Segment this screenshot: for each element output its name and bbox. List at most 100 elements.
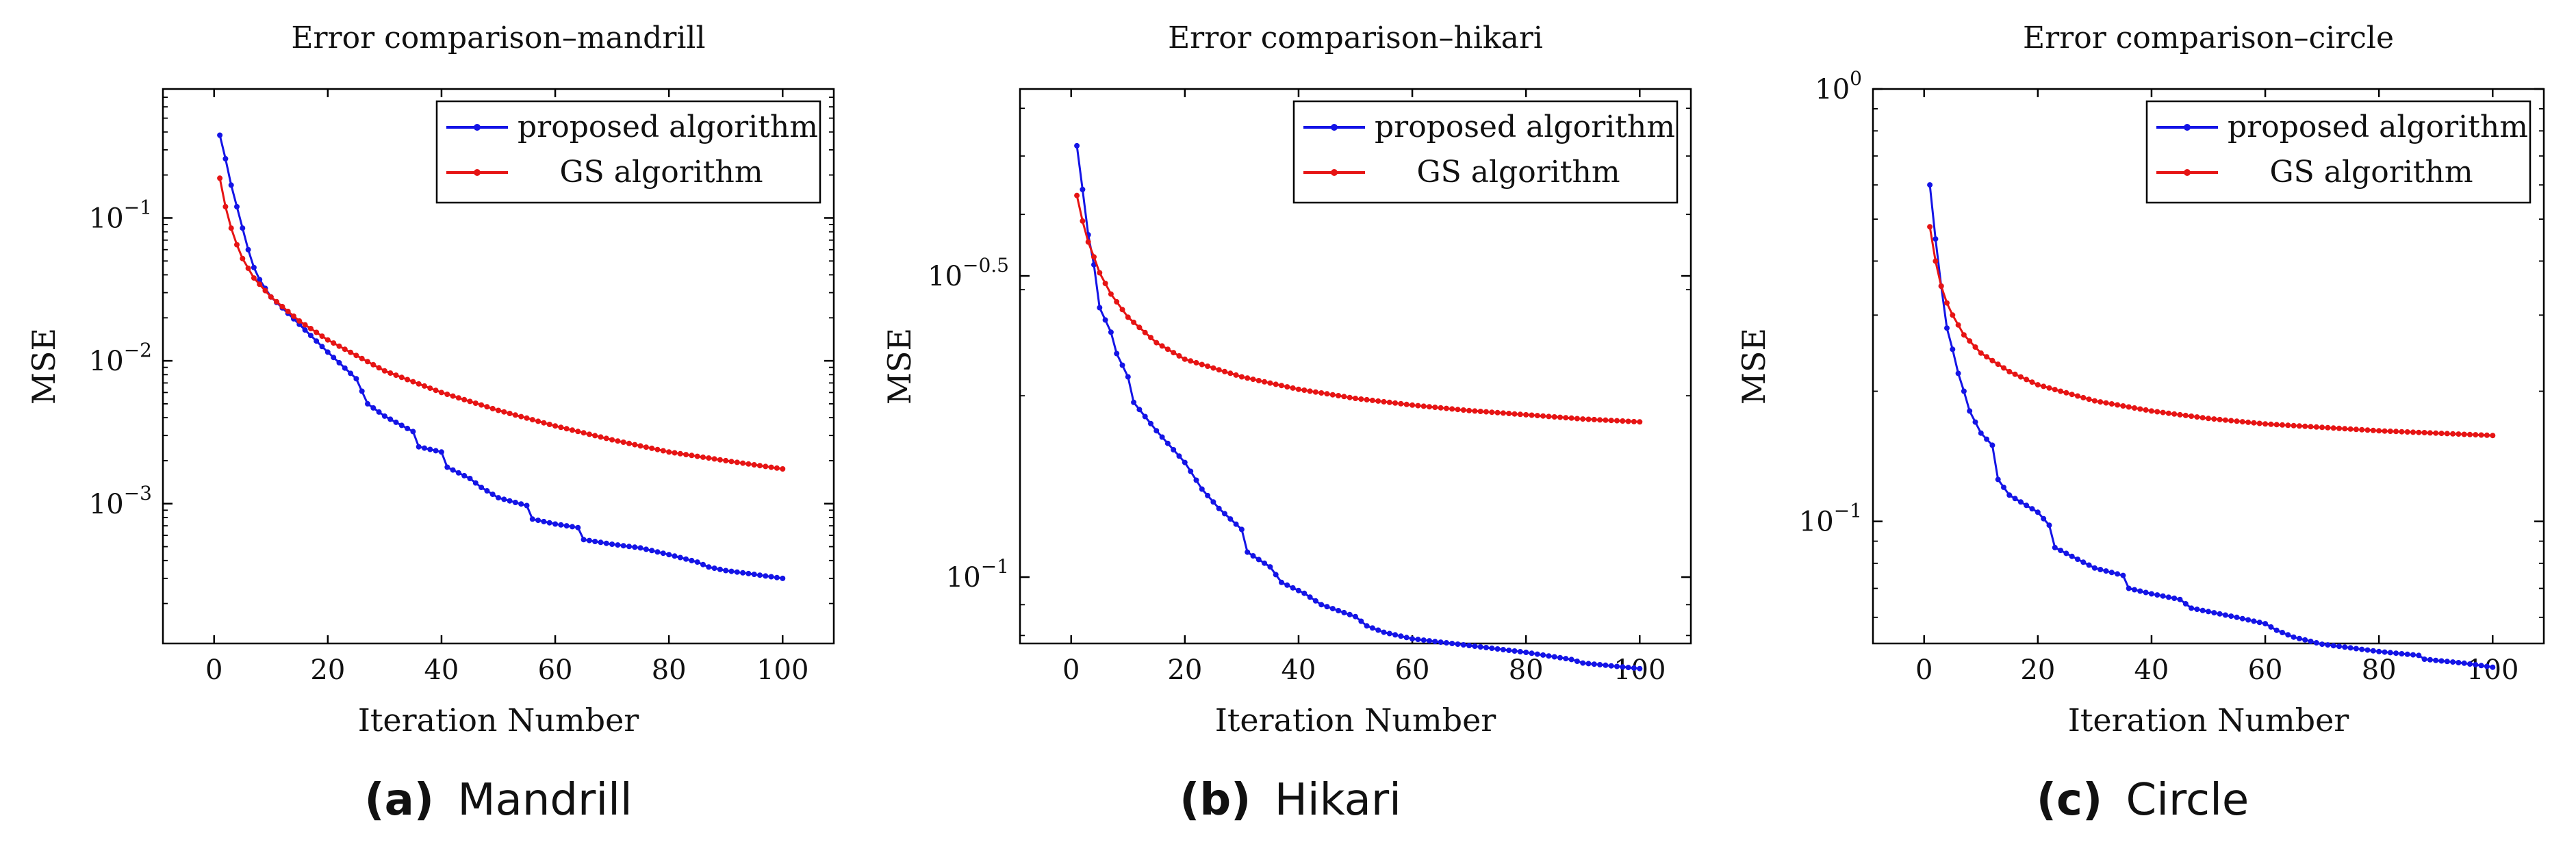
data-point-gs [1238, 374, 1245, 380]
data-point-gs [774, 465, 780, 471]
x-tick-label: 40 [1281, 654, 1316, 686]
data-point-gs [1477, 409, 1483, 414]
data-point-gs [2382, 428, 2388, 434]
data-point-gs [222, 203, 229, 209]
data-point-gs [2421, 430, 2427, 435]
data-point-gs [1597, 417, 1603, 423]
data-point-gs [2347, 426, 2354, 432]
data-point-gs [711, 456, 717, 462]
data-point-gs [2444, 431, 2450, 437]
data-point-proposed [2217, 611, 2223, 617]
data-point-proposed [405, 425, 411, 431]
data-point-proposed [353, 376, 359, 382]
data-point-gs [575, 429, 581, 435]
data-point-gs [1517, 411, 1523, 418]
data-point-proposed [2353, 646, 2359, 652]
data-point-gs [1489, 409, 1495, 416]
data-point-gs [1205, 363, 1211, 369]
data-point-proposed [1114, 350, 1120, 357]
plot-lines [1074, 142, 1643, 672]
data-point-gs [2199, 415, 2206, 421]
data-point-proposed [745, 570, 752, 576]
data-point-proposed [2262, 621, 2269, 627]
legend-marker-gs [2184, 169, 2191, 176]
data-point-gs [2484, 432, 2490, 438]
data-point-proposed [598, 539, 604, 546]
data-point-gs [2165, 410, 2171, 416]
data-point-proposed [438, 449, 444, 455]
data-point-proposed [1972, 419, 1978, 425]
data-point-proposed [450, 467, 456, 473]
data-point-gs [2273, 422, 2280, 428]
data-point-proposed [1517, 649, 1523, 654]
data-point-gs [1262, 379, 1268, 385]
data-point-gs [2035, 382, 2041, 388]
data-point-gs [1403, 401, 1410, 407]
data-point-proposed [2478, 663, 2484, 669]
data-point-gs [2342, 426, 2348, 432]
data-point-proposed [2433, 657, 2439, 663]
data-point-proposed [2308, 638, 2314, 644]
data-point-gs [677, 450, 683, 457]
x-tick-label: 20 [2020, 654, 2055, 686]
plot-lines [1927, 182, 2496, 670]
data-point-gs [1944, 300, 1950, 306]
data-point-proposed [2325, 642, 2331, 648]
data-point-proposed [1193, 477, 1199, 483]
data-point-proposed [507, 498, 513, 504]
x-tick-label: 100 [2466, 654, 2518, 686]
data-point-gs [410, 379, 416, 385]
y-tick-exp: −1 [124, 196, 152, 218]
data-point-proposed [484, 488, 490, 494]
data-point-proposed [393, 419, 399, 425]
data-point-gs [1438, 405, 1444, 411]
data-point-proposed [1199, 486, 1205, 492]
data-point-gs [1392, 400, 1399, 406]
data-point-proposed [2035, 509, 2041, 515]
data-point-proposed [2126, 585, 2132, 591]
data-point-proposed [398, 422, 405, 429]
data-point-gs [2410, 429, 2416, 435]
data-point-proposed [1267, 564, 1273, 570]
data-point-gs [563, 426, 570, 432]
data-point-proposed [2148, 591, 2154, 597]
chart-title: Error comparison–hikari [1168, 21, 1543, 55]
data-point-proposed [2461, 660, 2467, 666]
data-point-gs [1603, 417, 1609, 423]
data-point-proposed [1358, 618, 1364, 624]
data-point-proposed [1620, 664, 1626, 670]
data-point-gs [1563, 415, 1569, 421]
x-tick-label: 80 [1509, 654, 1544, 686]
data-point-proposed [489, 492, 496, 498]
data-point-proposed [1557, 654, 1563, 661]
data-point-proposed [1341, 609, 1347, 615]
data-point-gs [2427, 430, 2433, 436]
series-line-gs [1075, 195, 1640, 423]
data-point-gs [581, 430, 587, 436]
data-point-proposed [1961, 388, 1967, 394]
data-point-gs [1938, 283, 1944, 289]
data-point-gs [2063, 390, 2069, 396]
data-point-proposed [1529, 650, 1535, 656]
data-point-gs [740, 460, 746, 466]
legend-label-proposed: proposed algorithm [1375, 110, 1675, 144]
data-point-proposed [2399, 651, 2405, 656]
data-point-proposed [1295, 587, 1301, 594]
data-point-proposed [2330, 643, 2336, 649]
legend-marker-proposed [2184, 124, 2191, 131]
data-point-proposed [251, 264, 257, 270]
data-point-proposed [2421, 656, 2427, 662]
data-point-proposed [757, 572, 763, 578]
data-point-gs [2251, 420, 2257, 426]
data-point-gs [2359, 426, 2365, 433]
data-point-gs [422, 383, 427, 389]
data-point-proposed [1164, 440, 1171, 446]
data-point-gs [251, 275, 257, 281]
data-point-proposed [427, 446, 433, 452]
data-point-gs [507, 411, 513, 416]
data-point-gs [228, 225, 234, 231]
data-point-gs [1085, 239, 1091, 245]
data-point-gs [307, 326, 314, 331]
data-point-gs [2228, 418, 2234, 424]
